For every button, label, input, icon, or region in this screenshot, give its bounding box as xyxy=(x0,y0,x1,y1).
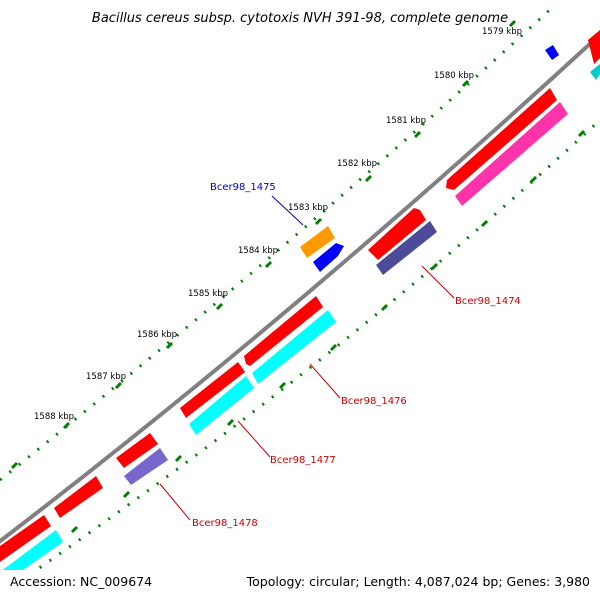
outer-dotted-ruler xyxy=(0,3,557,482)
gene-arrow-magenta[interactable] xyxy=(455,102,568,206)
gene-arrow-navy[interactable] xyxy=(376,221,437,275)
gene-arrow-red[interactable] xyxy=(368,208,426,260)
gene-arrow-red[interactable] xyxy=(0,515,51,562)
inner-dotted-ruler xyxy=(0,118,600,597)
tick-labels: 1579 kbp 1580 kbp 1581 kbp 1582 kbp 1583… xyxy=(34,27,522,422)
gene-arrow-red[interactable] xyxy=(446,88,557,190)
gene-labels: Bcer98_1475 Bcer98_1474 Bcer98_1476 Bcer… xyxy=(192,182,521,529)
label-leaders xyxy=(159,195,455,521)
inner-ruler-ticks xyxy=(70,129,586,534)
tick-label: 1585 kbp xyxy=(188,289,228,299)
tick-label: 1581 kbp xyxy=(386,116,426,126)
tick-label: 1582 kbp xyxy=(337,159,377,169)
tick-label: 1579 kbp xyxy=(482,27,522,37)
footer-background xyxy=(0,570,600,600)
tick-label: 1587 kbp xyxy=(86,372,126,382)
gene-label[interactable]: Bcer98_1474 xyxy=(455,296,521,307)
gene-features xyxy=(0,30,600,586)
tick-label: 1584 kbp xyxy=(238,246,278,256)
map-title: Bacillus cereus subsp. cytotoxis NVH 391… xyxy=(92,11,508,26)
gene-arrow-lavender[interactable] xyxy=(124,448,168,485)
gene-label[interactable]: Bcer98_1477 xyxy=(270,455,336,466)
gene-arrow-cyan[interactable] xyxy=(252,310,336,384)
ruler-ticks xyxy=(10,19,517,470)
gene-arrow-red[interactable] xyxy=(588,30,600,64)
accession-text: Accession: NC_009674 xyxy=(10,574,152,589)
gene-arrow-cyan[interactable] xyxy=(590,64,600,80)
gene-label[interactable]: Bcer98_1475 xyxy=(210,182,276,193)
gene-arrow-orange[interactable] xyxy=(300,226,335,258)
gene-label[interactable]: Bcer98_1476 xyxy=(341,396,407,407)
gene-arrow-red[interactable] xyxy=(180,362,245,418)
gene-arrow-red[interactable] xyxy=(116,433,158,468)
tick-label: 1583 kbp xyxy=(288,203,328,213)
gene-arrow-red[interactable] xyxy=(244,296,323,366)
gene-arrow-red[interactable] xyxy=(54,476,103,518)
gene-arrow-blue[interactable] xyxy=(313,243,344,272)
gene-label[interactable]: Bcer98_1478 xyxy=(192,518,258,529)
genome-summary-text: Topology: circular; Length: 4,087,024 bp… xyxy=(246,574,590,589)
tick-label: 1580 kbp xyxy=(434,71,474,81)
gene-arrow-blue[interactable] xyxy=(545,45,559,60)
genome-backbone xyxy=(0,31,600,544)
gene-arrow-cyan[interactable] xyxy=(189,376,254,435)
tick-label: 1588 kbp xyxy=(34,412,74,422)
tick-label: 1586 kbp xyxy=(137,330,177,340)
